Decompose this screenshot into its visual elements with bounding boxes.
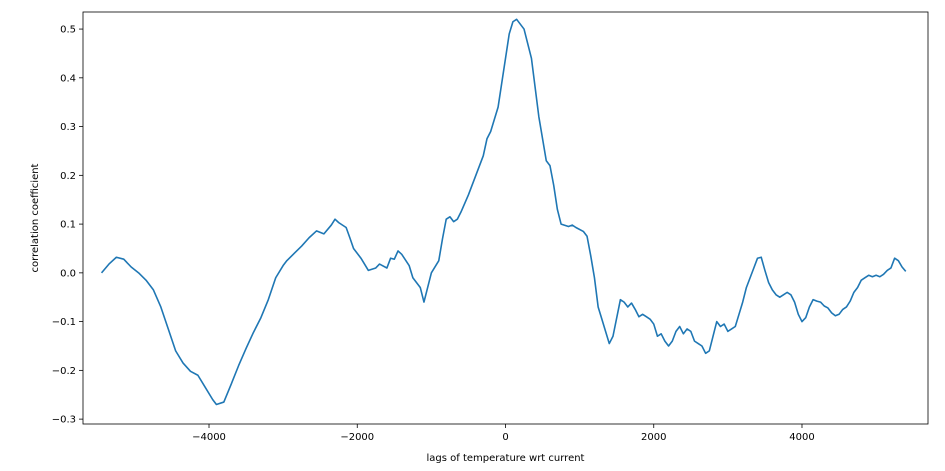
plot-area <box>82 11 929 425</box>
y-tick-label: 0.0 <box>60 268 76 279</box>
x-tick-label: 4000 <box>789 432 814 443</box>
y-tick-label: 0.2 <box>60 171 76 182</box>
y-axis-ticks: −0.3 −0.2 −0.1 0.0 0.1 0.2 0.3 0.4 0.5 <box>52 25 83 426</box>
y-tick-label: 0.5 <box>60 25 76 36</box>
y-tick-label: −0.1 <box>52 317 76 328</box>
y-tick-label: −0.2 <box>52 366 76 377</box>
x-tick-label: 0 <box>502 432 508 443</box>
x-axis-label: lags of temperature wrt current <box>427 453 585 464</box>
y-axis-label: correlation coefficient <box>30 163 41 272</box>
y-tick-label: −0.3 <box>52 415 76 426</box>
x-axis-ticks: −4000 −2000 0 2000 4000 <box>192 424 815 443</box>
series-line <box>100 18 907 406</box>
x-tick-label: −4000 <box>192 432 226 443</box>
y-tick-label: 0.3 <box>60 122 76 133</box>
y-tick-label: 0.1 <box>60 220 76 231</box>
x-tick-label: −2000 <box>340 432 374 443</box>
x-tick-label: 2000 <box>641 432 666 443</box>
y-tick-label: 0.4 <box>60 73 76 84</box>
